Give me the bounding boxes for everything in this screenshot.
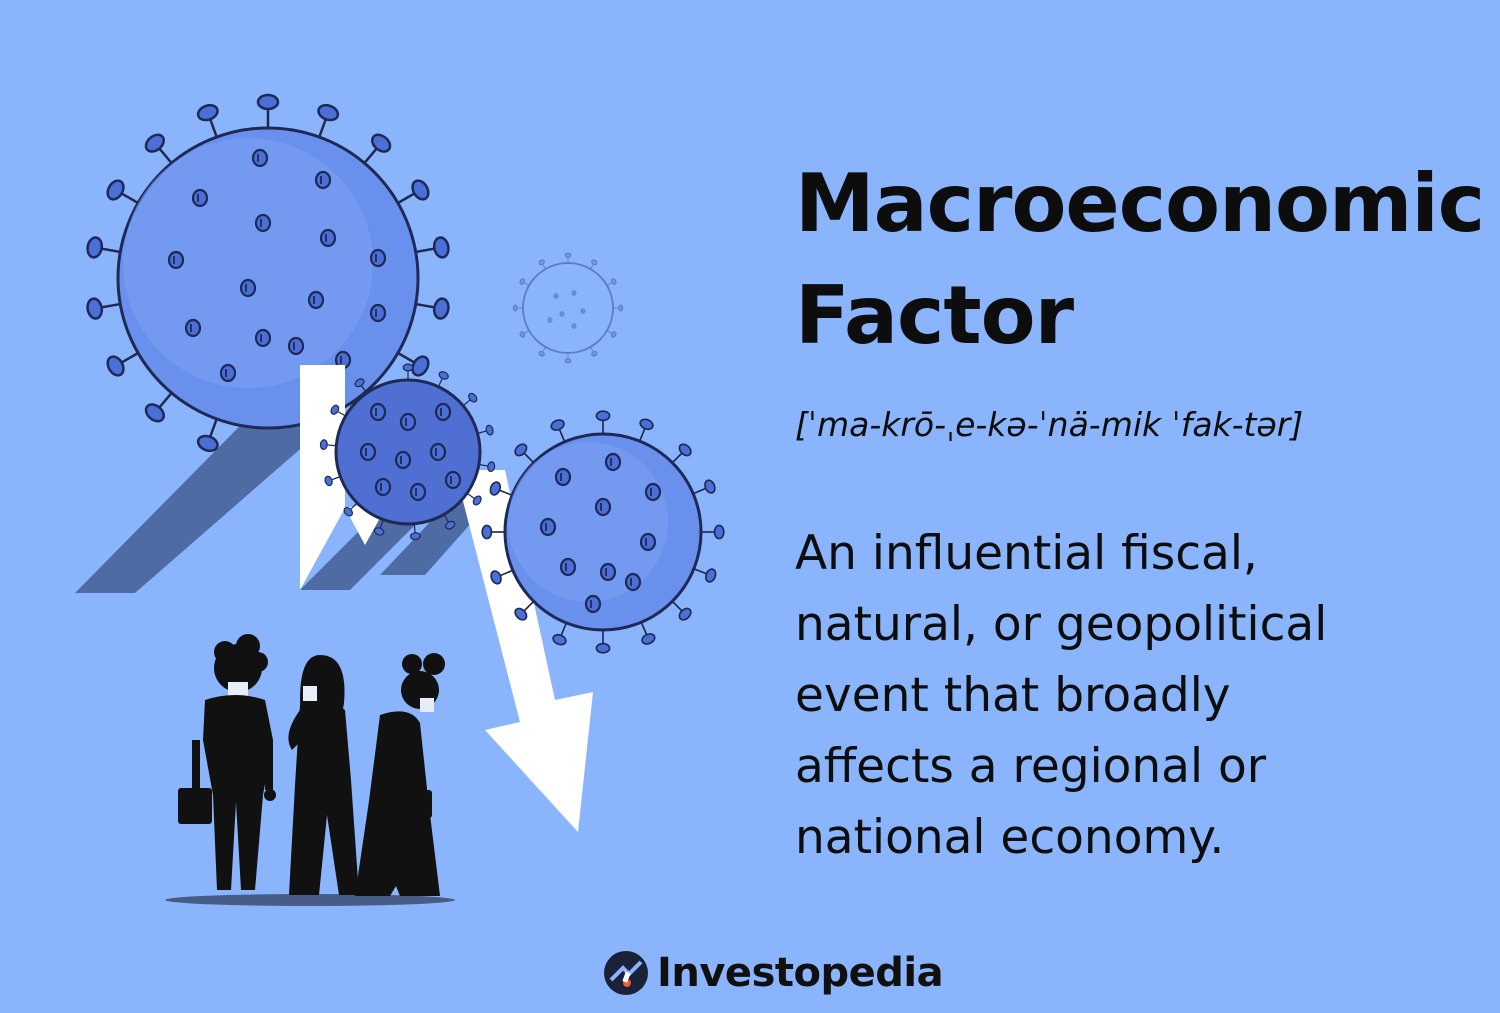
definition-line: national economy. (795, 810, 1225, 865)
page-title-line-1: Macroeconomic (795, 157, 1485, 250)
investopedia-brand: Investopedia (603, 945, 944, 1001)
virus-large-icon (84, 93, 452, 455)
covid-economy-illustration (75, 93, 725, 906)
masked-people-icon (165, 634, 455, 906)
definition-line: affects a regional or (795, 739, 1267, 794)
page-title-line-2: Factor (795, 269, 1074, 362)
pronunciation: [ˈma-krō-ˌe-kə-ˈnä-mik ˈfak-tər] (795, 405, 1304, 444)
definition-line: An influential fiscal, (795, 526, 1258, 581)
virus-medium-icon (319, 363, 496, 541)
virus-right-icon (481, 410, 725, 654)
investopedia-logo-icon (604, 951, 648, 995)
page-title: Macroeconomic Factor (795, 148, 1485, 372)
definition-line: natural, or geopolitical (795, 597, 1328, 652)
virus-faint-icon (512, 252, 624, 364)
brand-name: Investopedia (657, 950, 944, 996)
definition-line: event that broadly (795, 668, 1231, 723)
definition-text: An influential fiscal, natural, or geopo… (795, 518, 1435, 873)
